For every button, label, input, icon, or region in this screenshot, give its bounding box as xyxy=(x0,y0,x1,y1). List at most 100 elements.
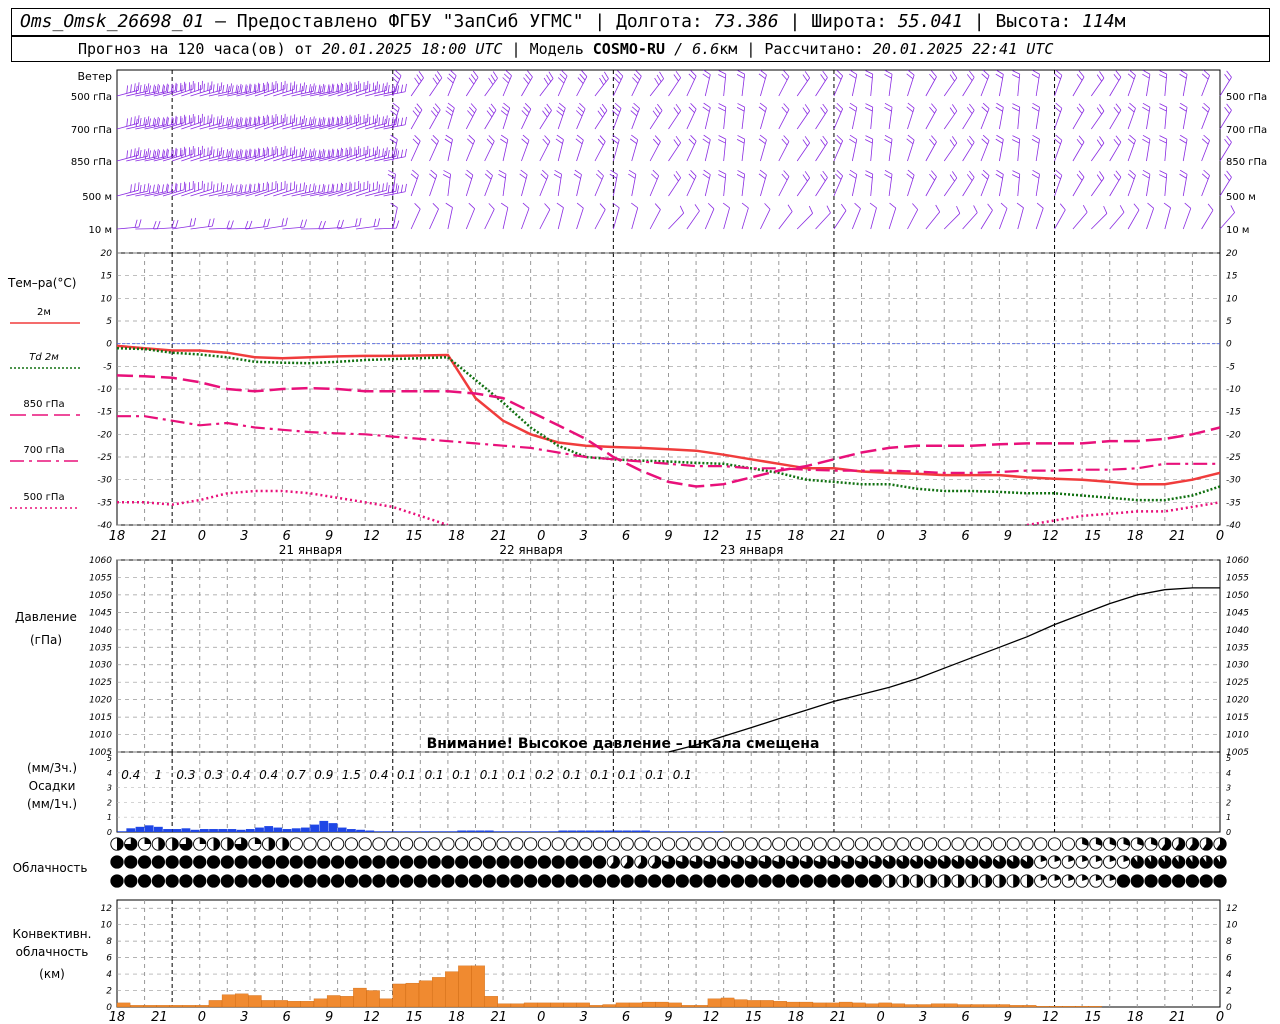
wind-barb-staff xyxy=(116,89,139,97)
wind-barb-flag xyxy=(1180,102,1188,108)
x-tick-label: 21 xyxy=(151,1010,168,1024)
cloud-cover-fill xyxy=(579,855,592,869)
precip-bar xyxy=(687,831,696,832)
wind-barb-flag xyxy=(1180,134,1188,140)
wind-barb-flag xyxy=(373,218,377,227)
wind-barb-flag xyxy=(226,220,230,229)
wind-barb-flag xyxy=(1224,74,1230,81)
wind-barb-flag xyxy=(659,71,664,79)
wind-barb-flag xyxy=(239,148,242,157)
wind-barb-staff xyxy=(365,189,387,197)
wind-barb-flag xyxy=(929,106,935,114)
conv-bar xyxy=(445,971,459,1008)
forecast-prefix: Прогноз на 120 часа(ов) от xyxy=(78,40,313,58)
wind-barb-flag xyxy=(378,149,381,158)
wind-barb-flag xyxy=(1159,139,1167,144)
precip-title: Осадки xyxy=(29,779,76,793)
wind-barb-flag xyxy=(336,148,339,157)
wind-barb-flag xyxy=(305,118,307,127)
cloud-cover-circle xyxy=(689,837,703,851)
wind-barb-staff xyxy=(962,110,975,130)
wind-barb-flag xyxy=(931,135,937,143)
wind-barb-flag xyxy=(557,77,565,84)
cloud-cover-circle xyxy=(620,837,634,851)
temp-tick-label-right: -25 xyxy=(1226,453,1241,463)
wind-barb-flag xyxy=(374,85,377,94)
wind-level-label: 700 гПа xyxy=(71,125,112,136)
wind-barb-flag xyxy=(434,103,441,111)
wind-barb-flag xyxy=(1180,69,1188,75)
x-tick-label: 0 xyxy=(876,529,884,544)
wind-barb-staff xyxy=(190,225,213,230)
precip-unit-1h: (мм/1ч.) xyxy=(27,797,77,811)
wind-barb-flag xyxy=(174,147,177,156)
wind-barb-flag xyxy=(996,169,1004,175)
wind-barb-staff xyxy=(907,74,915,97)
cloud-cover-fill xyxy=(772,855,785,869)
wind-barb-flag xyxy=(656,74,662,82)
wind-barb-flag xyxy=(414,203,421,210)
cloud-cover-fill xyxy=(427,874,441,888)
cloud-cover-circle xyxy=(510,837,524,851)
cloud-cover-fill xyxy=(1095,874,1102,881)
wind-barb-flag xyxy=(135,85,138,94)
wind-barb-staff xyxy=(199,154,222,162)
wind-barb-flag xyxy=(486,138,493,146)
cloud-cover-fill xyxy=(1131,874,1144,888)
precip-bar xyxy=(374,831,384,832)
wind-barb-staff xyxy=(273,122,295,130)
wind-barb-flag xyxy=(235,149,238,158)
temp-tick-label: -35 xyxy=(97,498,112,508)
wind-barb-flag xyxy=(157,220,161,229)
wind-barb-flag xyxy=(956,205,961,214)
cloud-cover-circle xyxy=(882,837,896,851)
wind-barb-flag xyxy=(982,169,990,176)
wind-barb-staff xyxy=(1054,209,1066,230)
wind-barb-staff xyxy=(943,213,961,230)
wind-barb-flag xyxy=(218,118,221,127)
wind-barb-flag xyxy=(783,170,790,177)
wind-barb-staff xyxy=(760,74,767,97)
precip-3h-label: 0.1 xyxy=(507,768,526,782)
wind-barb-flag xyxy=(231,185,234,194)
wind-barb-flag xyxy=(430,169,438,176)
cloud-cover-circle xyxy=(744,837,758,851)
wind-barb-flag xyxy=(389,138,397,144)
wind-barb-flag xyxy=(995,106,1003,112)
wind-barb-flag xyxy=(154,119,157,128)
wind-barb-flag xyxy=(966,74,973,81)
precip-3h-label: 0.1 xyxy=(480,768,499,782)
wind-barb-staff xyxy=(925,141,937,162)
wind-barb-flag xyxy=(736,174,745,179)
wind-barb-staff xyxy=(181,121,203,130)
wind-barb-flag xyxy=(170,183,173,192)
wind-barb-flag xyxy=(156,83,159,92)
wind-barb-flag xyxy=(981,73,988,80)
conv-bar xyxy=(576,1002,590,1008)
cloud-cover-fill xyxy=(772,874,785,888)
wind-barb-flag xyxy=(258,84,261,93)
wind-barb-staff xyxy=(484,141,495,162)
wind-barb-flag xyxy=(391,84,394,93)
wind-barb-flag xyxy=(262,115,264,124)
cloud-cover-circle xyxy=(289,837,303,851)
header-line-2: Прогноз на 120 часа(ов) от 20.01.2025 18… xyxy=(11,36,1270,62)
cloud-cover-circle xyxy=(1006,837,1020,851)
conv-tick-label: 4 xyxy=(106,970,112,980)
cloud-cover-fill xyxy=(634,874,648,888)
x-tick-label: 12 xyxy=(703,529,720,544)
wind-barb-flag xyxy=(849,69,858,75)
wind-barb-flag xyxy=(383,118,386,127)
wind-barb-flag xyxy=(1113,173,1120,181)
cloud-cover-fill xyxy=(855,855,868,869)
wind-barb-staff xyxy=(833,140,843,162)
wind-barb-flag xyxy=(209,85,211,94)
wind-barb-flag xyxy=(718,170,727,175)
wind-barb-flag xyxy=(318,117,321,126)
cloud-cover-fill xyxy=(469,874,482,888)
wind-barb-flag xyxy=(849,169,858,175)
cloud-cover-fill xyxy=(179,855,193,869)
wind-barb-staff xyxy=(429,208,439,230)
cloud-cover-fill xyxy=(1082,874,1089,881)
conv-bar xyxy=(484,996,498,1008)
